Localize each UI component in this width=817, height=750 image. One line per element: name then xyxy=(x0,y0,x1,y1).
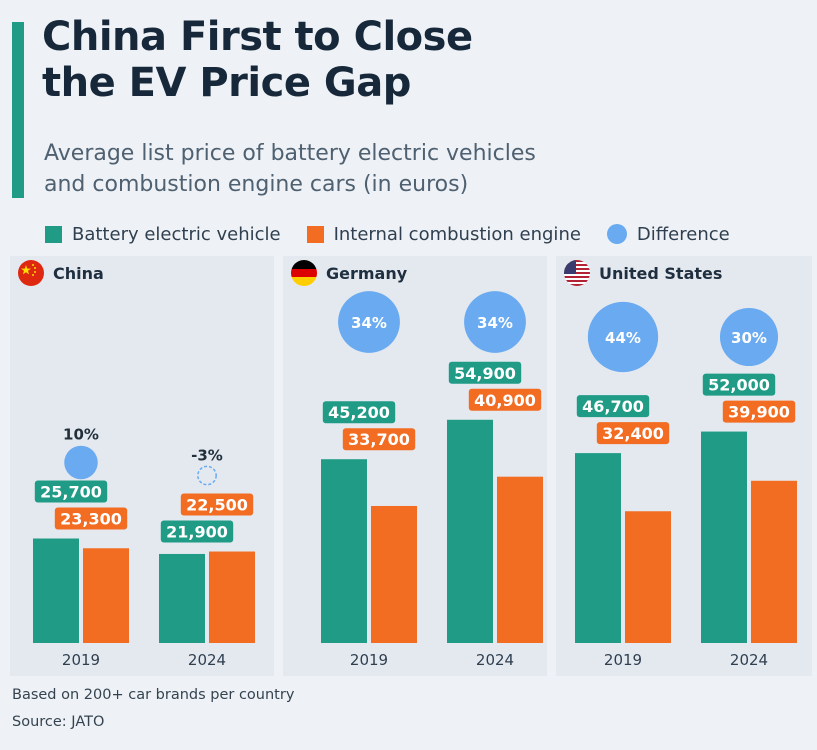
tick-label-united-states-2019: 2019 xyxy=(604,651,642,669)
data-label-bev-china-2024: 21,900 xyxy=(166,523,228,542)
title-accent-bar xyxy=(12,22,24,198)
difference-bubble-germany-2024 xyxy=(464,291,526,353)
legend-swatch-difference xyxy=(606,224,627,244)
difference-label-germany-2024: 34% xyxy=(477,314,513,332)
data-label-ice-china-2019-bg xyxy=(54,507,128,530)
bar-ice-united-states-2019 xyxy=(625,511,671,643)
data-label-bev-china-2019-bg xyxy=(34,480,108,503)
data-label-bev-germany-2024-bg xyxy=(448,361,522,384)
data-label-bev-china-2024-bg xyxy=(160,520,234,543)
data-label-bev-germany-2019: 45,200 xyxy=(328,403,390,422)
data-label-bev-united-states-2024-bg xyxy=(702,373,776,396)
legend-label-ice: Internal combustion engine xyxy=(333,223,581,245)
bar-bev-united-states-2024 xyxy=(701,431,747,643)
chart-title: China First to Close the EV Price Gap xyxy=(42,14,473,106)
difference-bubble-china-2024 xyxy=(197,465,217,486)
panel-us-header: United States xyxy=(564,260,722,286)
difference-label-china-2024: -3% xyxy=(191,446,223,464)
data-label-bev-united-states-2019-bg xyxy=(576,395,650,418)
tick-label-united-states-2024: 2024 xyxy=(730,651,768,669)
bar-bev-united-states-2019 xyxy=(575,453,621,643)
bar-bev-china-2019 xyxy=(33,538,79,643)
data-label-ice-united-states-2024: 39,900 xyxy=(728,403,790,422)
data-label-ice-china-2019: 23,300 xyxy=(60,510,122,529)
country-label-germany: Germany xyxy=(326,263,408,283)
legend-swatch-ice xyxy=(306,225,324,243)
difference-label-united-states-2019: 44% xyxy=(605,329,641,347)
chart-subtitle-line-2: and combustion engine cars (in euros) xyxy=(44,172,469,197)
china-flag-icon xyxy=(18,260,44,286)
legend-swatch-bev xyxy=(45,225,62,243)
data-label-bev-united-states-2024: 52,000 xyxy=(708,376,770,395)
data-label-bev-germany-2024: 54,900 xyxy=(454,364,516,383)
panel-china-header: China xyxy=(18,260,104,286)
tick-label-china-2019: 2019 xyxy=(62,651,100,669)
legend-item-difference: Difference xyxy=(606,223,730,245)
country-label-united-states: United States xyxy=(599,263,723,283)
chart-subtitle-line-1: Average list price of battery electric v… xyxy=(44,141,536,166)
chart-title-line-1: China First to Close xyxy=(42,14,473,60)
difference-label-germany-2019: 34% xyxy=(351,314,387,332)
panel-germany-header: Germany xyxy=(291,260,407,286)
data-label-ice-germany-2024: 40,900 xyxy=(474,391,536,410)
germany-flag-icon xyxy=(291,260,317,286)
tick-label-germany-2019: 2019 xyxy=(350,651,388,669)
bar-bev-germany-2024 xyxy=(447,419,493,643)
difference-bubble-china-2019 xyxy=(64,445,98,480)
chart-legend: Battery electric vehicle Internal combus… xyxy=(45,220,756,248)
difference-bubble-united-states-2019 xyxy=(587,301,659,373)
bar-bev-china-2024 xyxy=(159,553,205,643)
bar-ice-germany-2019 xyxy=(371,505,417,643)
legend-label-bev: Battery electric vehicle xyxy=(72,223,281,245)
legend-item-bev: Battery electric vehicle xyxy=(45,224,281,245)
data-label-ice-china-2024-bg xyxy=(180,493,254,516)
footer-note: Based on 200+ car brands per country xyxy=(12,687,295,703)
data-label-ice-germany-2024-bg xyxy=(468,388,542,411)
tick-label-china-2024: 2024 xyxy=(188,651,226,669)
difference-label-china-2019: 10% xyxy=(63,426,99,444)
data-label-ice-united-states-2019: 32,400 xyxy=(602,424,664,443)
data-label-bev-china-2019: 25,700 xyxy=(40,483,102,502)
data-label-ice-germany-2019-bg xyxy=(342,428,416,451)
bar-ice-china-2019 xyxy=(83,548,129,643)
chart-subtitle: Average list price of battery electric v… xyxy=(44,138,536,200)
us-flag-icon xyxy=(564,260,590,286)
bar-ice-germany-2024 xyxy=(497,476,543,643)
country-label-china: China xyxy=(53,263,104,283)
difference-bubble-united-states-2024 xyxy=(719,307,779,367)
footer-source: Source: JATO xyxy=(12,714,105,730)
bar-bev-germany-2019 xyxy=(321,459,367,643)
legend-label-difference: Difference xyxy=(636,223,730,245)
data-label-bev-germany-2019-bg xyxy=(322,401,396,424)
difference-bubble-germany-2019 xyxy=(338,291,400,353)
data-label-bev-united-states-2019: 46,700 xyxy=(582,397,644,416)
chart-title-line-2: the EV Price Gap xyxy=(42,60,411,106)
data-label-ice-china-2024: 22,500 xyxy=(186,496,248,515)
data-label-ice-united-states-2024-bg xyxy=(722,400,796,423)
bar-ice-united-states-2024 xyxy=(751,480,797,643)
legend-item-ice: Internal combustion engine xyxy=(306,223,581,245)
data-label-ice-united-states-2019-bg xyxy=(596,422,670,445)
bar-ice-china-2024 xyxy=(209,551,255,643)
tick-label-germany-2024: 2024 xyxy=(476,651,514,669)
data-label-ice-germany-2019: 33,700 xyxy=(348,430,410,449)
difference-label-united-states-2024: 30% xyxy=(731,329,767,347)
